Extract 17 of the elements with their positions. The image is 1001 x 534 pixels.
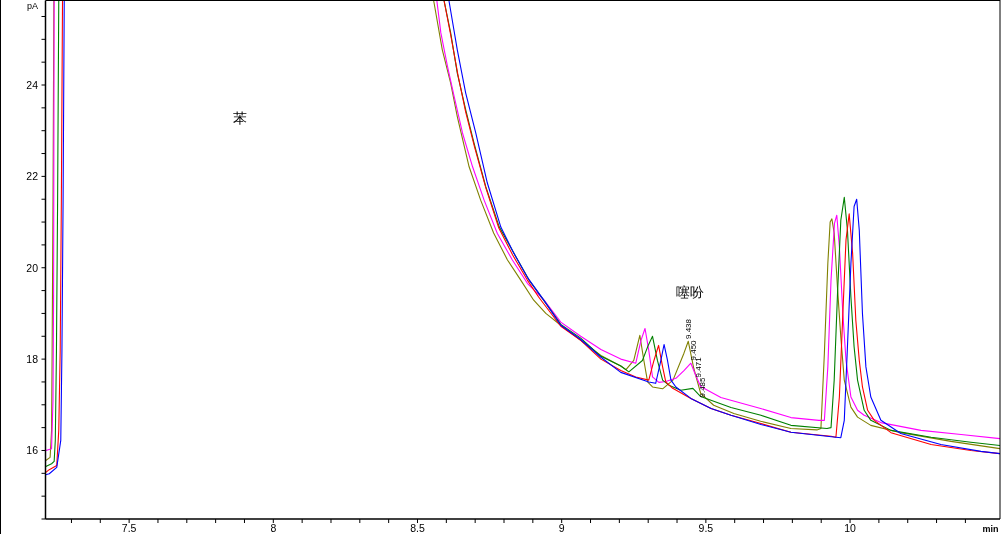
x-tick-label: 8 xyxy=(270,522,277,534)
x-tick-label: 7.5 xyxy=(121,522,137,534)
y-tick-label: 22 xyxy=(26,170,39,183)
x-tick-label: 8.5 xyxy=(410,522,425,534)
x-tick-label: 9.5 xyxy=(698,522,714,534)
y-tick-label: 24 xyxy=(26,78,39,91)
x-tick-label: 10 xyxy=(844,522,857,534)
annotation: 9.485 xyxy=(698,376,708,398)
y-tick-label: 20 xyxy=(26,261,39,274)
x-axis-title: min xyxy=(982,524,999,534)
y-tick-label: 18 xyxy=(26,352,39,365)
annotation: 9.438 xyxy=(683,318,693,340)
x-tick-label: 9 xyxy=(558,522,565,534)
annotation: 噻吩 xyxy=(675,284,704,301)
y-tick-label: 16 xyxy=(26,444,39,457)
y-axis-title: pA xyxy=(26,1,38,11)
annotation: 苯 xyxy=(233,110,248,127)
